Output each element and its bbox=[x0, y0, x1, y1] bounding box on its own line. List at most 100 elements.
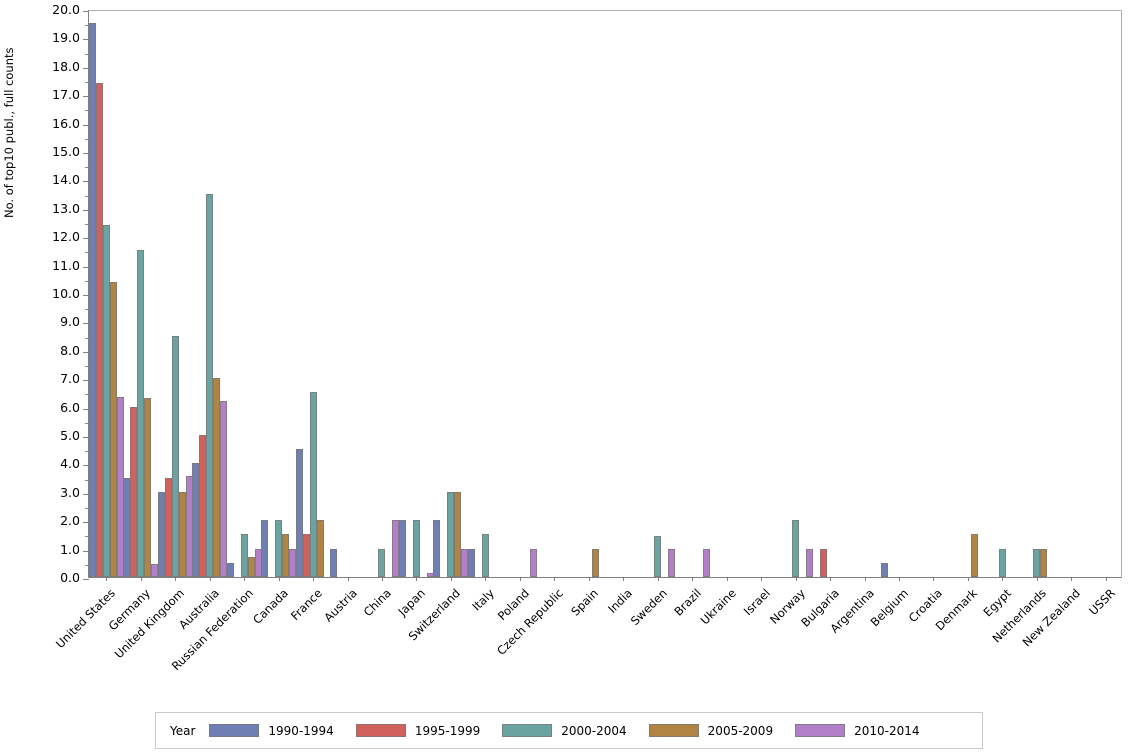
x-tick-mark bbox=[898, 577, 900, 581]
y-tick-label: 13.0 bbox=[52, 200, 80, 216]
legend-label: 2000-2004 bbox=[561, 723, 627, 738]
bar[interactable] bbox=[316, 520, 324, 577]
y-tick-label: 1.0 bbox=[60, 541, 80, 557]
bar[interactable] bbox=[668, 548, 676, 577]
bar[interactable] bbox=[88, 23, 96, 577]
bar[interactable] bbox=[309, 392, 317, 577]
bar[interactable] bbox=[199, 435, 207, 577]
legend-label: 1995-1999 bbox=[414, 723, 481, 738]
bar-group bbox=[950, 11, 985, 577]
bar[interactable] bbox=[171, 335, 179, 577]
x-tick-mark bbox=[726, 577, 728, 581]
chart-legend[interactable]: Year 1990-1994 1995-1999 2000-2004 2005-200… bbox=[155, 712, 983, 749]
bar-group bbox=[709, 11, 744, 577]
bar[interactable] bbox=[792, 520, 800, 577]
y-tick-label: 12.0 bbox=[52, 229, 80, 245]
bar[interactable] bbox=[654, 535, 662, 577]
bar[interactable] bbox=[178, 491, 186, 577]
y-tick-label: 3.0 bbox=[60, 484, 80, 500]
y-tick-label: 17.0 bbox=[52, 87, 80, 103]
bar[interactable] bbox=[1033, 548, 1041, 577]
y-tick-mark bbox=[85, 394, 89, 396]
bar[interactable] bbox=[275, 520, 283, 577]
bar-group bbox=[295, 11, 331, 577]
bar-group bbox=[847, 11, 882, 577]
x-tick-mark bbox=[347, 577, 349, 581]
legend-entry[interactable]: 1990-1994 bbox=[209, 724, 334, 738]
y-tick-mark bbox=[85, 422, 89, 424]
bar[interactable] bbox=[412, 520, 420, 577]
bar[interactable] bbox=[157, 491, 165, 577]
legend-entry[interactable]: 2000-2004 bbox=[502, 723, 627, 738]
y-tick-mark bbox=[83, 209, 89, 211]
bar[interactable] bbox=[378, 548, 386, 577]
x-tick-mark bbox=[588, 577, 590, 581]
bar[interactable] bbox=[226, 562, 234, 577]
bar[interactable] bbox=[137, 250, 145, 577]
plot-area: 0.0 1.0 2.0 3.0 4.0 5.0 6.0 7.0 8.0 9.0 10.0 11.0 12… bbox=[52, 2, 1122, 585]
bar[interactable] bbox=[330, 548, 337, 577]
bar[interactable] bbox=[192, 463, 200, 577]
bar[interactable] bbox=[164, 477, 172, 577]
bar[interactable] bbox=[454, 491, 462, 577]
legend-label: 2010-2014 bbox=[854, 723, 920, 738]
bar[interactable] bbox=[213, 378, 221, 577]
y-tick-label: 4.0 bbox=[60, 456, 80, 472]
legend-swatch bbox=[209, 724, 260, 737]
bar[interactable] bbox=[806, 548, 814, 577]
y-tick-mark bbox=[83, 408, 89, 410]
x-tick-mark bbox=[209, 577, 211, 581]
bar[interactable] bbox=[295, 449, 303, 577]
y-tick-mark bbox=[83, 266, 89, 268]
bar[interactable] bbox=[102, 224, 110, 577]
legend-swatch bbox=[502, 724, 553, 737]
x-tick-mark bbox=[795, 577, 797, 581]
bar[interactable] bbox=[220, 400, 228, 577]
bar[interactable] bbox=[95, 82, 103, 577]
bar-group bbox=[778, 11, 814, 577]
bar[interactable] bbox=[144, 398, 152, 577]
bar[interactable] bbox=[592, 548, 600, 577]
bar[interactable] bbox=[433, 520, 441, 577]
y-tick-label: 9.0 bbox=[60, 314, 80, 330]
bar[interactable] bbox=[130, 406, 138, 577]
bar[interactable] bbox=[998, 548, 1006, 577]
bar[interactable] bbox=[819, 548, 827, 577]
y-tick-mark bbox=[83, 323, 89, 325]
bar[interactable] bbox=[261, 520, 269, 577]
bar[interactable] bbox=[881, 562, 889, 577]
y-tick-mark bbox=[83, 295, 89, 296]
bar[interactable] bbox=[447, 491, 455, 577]
y-tick-mark bbox=[85, 82, 89, 83]
bar[interactable] bbox=[702, 548, 710, 577]
bar[interactable] bbox=[240, 534, 248, 577]
bar[interactable] bbox=[282, 534, 290, 577]
bar[interactable] bbox=[247, 557, 255, 577]
y-tick-label: 8.0 bbox=[60, 342, 80, 358]
x-tick-mark bbox=[416, 577, 418, 581]
y-tick-mark bbox=[83, 11, 89, 12]
y-tick-mark bbox=[85, 366, 89, 367]
y-tick-label: 10.0 bbox=[52, 286, 80, 301]
y-tick-mark bbox=[83, 465, 89, 467]
y-tick-label: 2.0 bbox=[60, 513, 80, 529]
legend-entry[interactable]: 2005-2009 bbox=[648, 724, 773, 738]
y-tick-mark bbox=[85, 252, 89, 254]
bar[interactable] bbox=[530, 548, 538, 577]
legend-entry[interactable]: 1995-1999 bbox=[355, 723, 481, 738]
bar-group bbox=[675, 11, 710, 577]
bar[interactable] bbox=[398, 520, 406, 577]
legend-entry[interactable]: 2010-2014 bbox=[795, 723, 920, 738]
bar[interactable] bbox=[481, 534, 489, 577]
bar[interactable] bbox=[123, 477, 131, 577]
bar[interactable] bbox=[302, 534, 310, 577]
legend-swatch bbox=[795, 724, 846, 737]
y-tick-mark bbox=[85, 25, 89, 27]
y-tick-label: 11.0 bbox=[52, 257, 80, 273]
y-tick-label: 20.0 bbox=[52, 2, 80, 17]
bar[interactable] bbox=[1040, 548, 1048, 577]
bar[interactable] bbox=[206, 193, 214, 577]
bar[interactable] bbox=[109, 281, 117, 577]
bar[interactable] bbox=[971, 534, 979, 577]
bar[interactable] bbox=[467, 548, 475, 577]
